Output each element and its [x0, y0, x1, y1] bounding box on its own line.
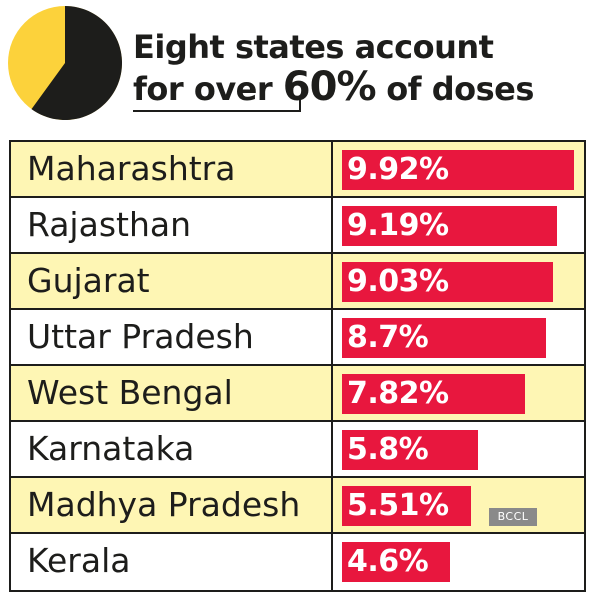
title-line-1: Eight states account	[133, 28, 494, 66]
bar-cell: 4.6%	[333, 534, 584, 590]
bar	[342, 374, 525, 414]
bar	[342, 262, 554, 302]
table-row: West Bengal 7.82%	[11, 366, 584, 422]
state-cell: Uttar Pradesh	[11, 310, 333, 364]
pie-icon	[8, 5, 123, 120]
state-name: Uttar Pradesh	[27, 317, 254, 356]
state-name: Karnataka	[27, 429, 195, 468]
table-row: Kerala 4.6%	[11, 534, 584, 590]
bar-value-label: 9.19%	[347, 208, 449, 243]
state-name: West Bengal	[27, 373, 233, 412]
bar	[342, 206, 557, 246]
bar-value-label: 5.8%	[347, 432, 429, 467]
table-row: Maharashtra 9.92%	[11, 142, 584, 198]
pie-slice-dark	[31, 5, 123, 120]
title-underline	[133, 110, 301, 112]
table-row: Madhya Pradesh 5.51%	[11, 478, 584, 534]
bar	[342, 318, 546, 358]
state-cell: Gujarat	[11, 254, 333, 308]
title-highlight: 60%	[282, 64, 377, 110]
title-line-2: for over 60% of doses	[133, 67, 534, 109]
state-cell: Rajasthan	[11, 198, 333, 252]
bar	[342, 430, 478, 470]
bar-cell: 9.03%	[333, 254, 584, 308]
credit-badge: BCCL	[489, 508, 537, 526]
bar-cell: 5.51%	[333, 478, 584, 532]
state-name: Kerala	[27, 541, 131, 580]
state-name: Maharashtra	[27, 149, 236, 188]
bar-value-label: 9.03%	[347, 264, 449, 299]
chart-header: Eight states account for over 60% of dos…	[0, 0, 600, 126]
state-name: Rajasthan	[27, 205, 192, 244]
bar-value-label: 8.7%	[347, 320, 429, 355]
state-name: Gujarat	[27, 261, 150, 300]
bar-value-label: 9.92%	[347, 152, 449, 187]
state-bar-table: Maharashtra 9.92% Rajasthan 9.19% Gujarat 9.0…	[9, 140, 586, 592]
state-cell: Madhya Pradesh	[11, 478, 333, 532]
table-row: Rajasthan 9.19%	[11, 198, 584, 254]
state-cell: Karnataka	[11, 422, 333, 476]
bar	[342, 486, 471, 526]
bar-cell: 5.8%	[333, 422, 584, 476]
table-row: Uttar Pradesh 8.7%	[11, 310, 584, 366]
title-line-2-prefix: for over	[133, 70, 283, 108]
bar	[342, 150, 574, 190]
bar	[342, 542, 450, 582]
bar-cell: 9.19%	[333, 198, 584, 252]
title-connector	[299, 96, 301, 112]
bar-cell: 8.7%	[333, 310, 584, 364]
table-row: Karnataka 5.8%	[11, 422, 584, 478]
bar-value-label: 5.51%	[347, 488, 449, 523]
bar-value-label: 4.6%	[347, 544, 429, 579]
state-cell: West Bengal	[11, 366, 333, 420]
chart-title: Eight states account for over 60% of dos…	[133, 27, 534, 109]
state-cell: Maharashtra	[11, 142, 333, 196]
state-cell: Kerala	[11, 534, 333, 590]
title-line-2-suffix: of doses	[375, 70, 534, 108]
table-row: Gujarat 9.03%	[11, 254, 584, 310]
state-name: Madhya Pradesh	[27, 485, 301, 524]
bar-value-label: 7.82%	[347, 376, 449, 411]
bar-cell: 7.82%	[333, 366, 584, 420]
bar-cell: 9.92%	[333, 142, 584, 196]
